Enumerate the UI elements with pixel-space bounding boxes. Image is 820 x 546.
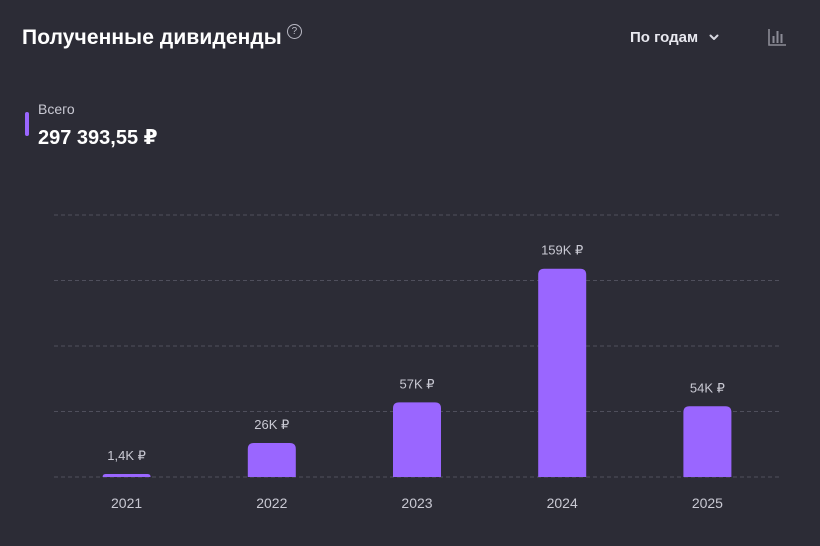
bar-2022[interactable]: [247, 442, 296, 477]
card-title: Полученные дивиденды: [22, 26, 282, 49]
x-tick-label: 2025: [692, 495, 723, 511]
x-tick-label: 2024: [547, 495, 578, 511]
chevron-down-icon: [709, 34, 719, 40]
bar-2023[interactable]: [393, 402, 441, 477]
period-dropdown[interactable]: По годам: [630, 24, 720, 50]
help-icon[interactable]: ?: [286, 24, 302, 39]
bar-2021[interactable]: [102, 474, 151, 477]
total-value: 297 393,55 ₽: [38, 127, 158, 149]
bar-value-label: 159K ₽: [541, 243, 583, 258]
bar-value-label: 1,4K ₽: [107, 448, 146, 463]
period-dropdown-label: По годам: [630, 28, 699, 46]
x-tick-label: 2021: [111, 495, 142, 511]
bar-chart-icon[interactable]: [766, 26, 788, 48]
bar-value-label: 26K ₽: [254, 417, 289, 432]
x-tick-label: 2023: [401, 495, 432, 511]
bar-value-label: 54K ₽: [690, 380, 725, 395]
total-label: Всего: [38, 101, 75, 117]
bar-2024[interactable]: [538, 268, 587, 477]
total-color-marker: [25, 112, 29, 136]
card-header: Полученные дивиденды ?: [22, 20, 302, 56]
x-tick-label: 2022: [256, 495, 287, 511]
bar-2025[interactable]: [683, 406, 732, 477]
bar-value-label: 57K ₽: [399, 376, 434, 391]
